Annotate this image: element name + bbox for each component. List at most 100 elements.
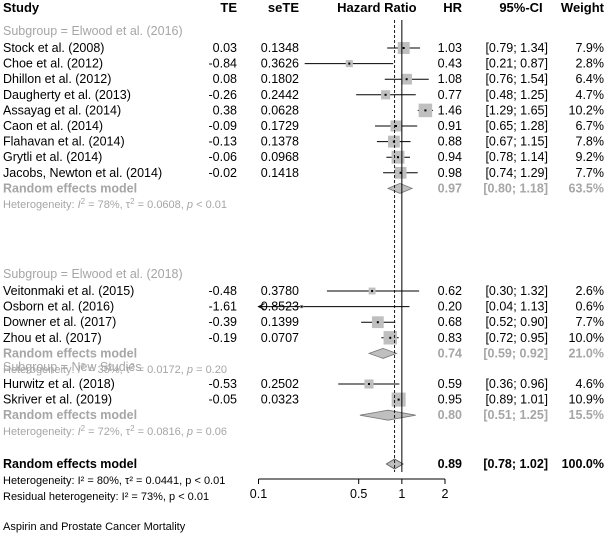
study-weight: 6.4% [576, 72, 605, 86]
study-te: 0.38 [213, 103, 237, 117]
study-hr: 0.83 [438, 331, 462, 345]
study-point [392, 140, 395, 143]
study-te: 0.08 [213, 72, 237, 86]
study-hr: 0.59 [438, 377, 462, 391]
subgroup-re-ci: [0.80; 1.18] [483, 181, 548, 195]
study-sete: 0.1378 [261, 135, 299, 149]
study-weight: 7.8% [576, 135, 605, 149]
subgroup-re-label: Random effects model [3, 346, 137, 360]
study-hr: 0.43 [438, 57, 462, 71]
study-point [384, 93, 387, 96]
study-weight: 7.7% [576, 315, 605, 329]
x-axis-tick-label: 1 [398, 487, 405, 501]
study-name: Zhou et al. (2017) [3, 331, 102, 345]
overall-ci: [0.78; 1.02] [483, 457, 548, 471]
study-sete: 0.0968 [261, 150, 299, 164]
study-ci: [0.76; 1.54] [485, 72, 548, 86]
subgroup-re-hr: 0.97 [438, 181, 462, 195]
overall-re-label: Random effects model [3, 457, 137, 471]
study-ci: [0.67; 1.15] [485, 135, 548, 149]
study-weight: 9.2% [576, 150, 605, 164]
header-hr: HR [443, 0, 462, 15]
study-name: Dhillon et al. (2012) [3, 72, 111, 86]
study-name: Choe et al. (2012) [3, 57, 103, 71]
subgroup-re-label: Random effects model [3, 181, 137, 195]
study-te: -0.02 [209, 166, 238, 180]
study-te: -0.26 [209, 88, 238, 102]
study-name: Hurwitz et al. (2018) [3, 377, 115, 391]
study-hr: 0.77 [438, 88, 462, 102]
study-weight: 10.2% [569, 103, 604, 117]
study-point [405, 78, 408, 81]
study-ci: [1.29; 1.65] [485, 103, 548, 117]
study-point [399, 171, 402, 174]
study-sete: 0.2502 [261, 377, 299, 391]
study-weight: 10.0% [569, 331, 604, 345]
study-te: -0.13 [209, 135, 238, 149]
study-ci: [0.89; 1.01] [485, 393, 548, 407]
study-ci: [0.78; 1.14] [485, 150, 548, 164]
subgroup-diamond [386, 182, 414, 194]
subgroup-heterogeneity: Heterogeneity: I2 = 72%, τ2 = 0.0816, p … [3, 423, 227, 438]
study-hr: 0.20 [438, 300, 462, 314]
study-te: -0.05 [209, 393, 238, 407]
study-name: Flahavan et al. (2014) [3, 135, 125, 149]
study-weight: 0.6% [576, 300, 605, 314]
study-ci: [0.04; 1.13] [485, 300, 548, 314]
figure-caption: Aspirin and Prostate Cancer Mortality [3, 521, 186, 533]
overall-heterogeneity: Heterogeneity: I² = 80%, τ² = 0.0441, p … [3, 475, 225, 487]
study-point [300, 305, 303, 308]
study-point [394, 125, 397, 127]
study-ci: [0.74; 1.29] [485, 166, 548, 180]
x-axis-tick-label: 0.5 [350, 487, 367, 501]
study-te: -0.06 [209, 150, 238, 164]
study-point [371, 290, 374, 292]
study-name: Osborn et al. (2016) [3, 300, 114, 314]
study-sete: 0.0323 [261, 393, 299, 407]
study-sete: 0.1418 [261, 166, 299, 180]
study-weight: 4.7% [576, 88, 605, 102]
study-name: Assayag et al. (2014) [3, 103, 121, 117]
study-name: Skriver et al. (2019) [3, 393, 112, 407]
study-weight: 2.8% [576, 57, 605, 71]
study-ci: [0.36; 0.96] [485, 377, 548, 391]
study-te: -0.48 [209, 284, 238, 298]
study-te: -0.09 [209, 119, 238, 133]
study-name: Veitonmaki et al. (2015) [3, 284, 134, 298]
subgroup-re-weight: 15.5% [569, 408, 604, 422]
study-name: Downer et al. (2017) [3, 315, 116, 329]
study-ci: [0.52; 0.90] [485, 315, 548, 329]
study-hr: 1.46 [438, 103, 462, 117]
study-hr: 1.08 [438, 72, 462, 86]
study-te: -0.53 [209, 377, 238, 391]
study-sete: 0.1729 [261, 119, 299, 133]
study-weight: 6.7% [576, 119, 605, 133]
header-weight: Weight [561, 0, 605, 15]
x-axis-tick-label: 0.1 [250, 487, 267, 501]
study-hr: 0.98 [438, 166, 462, 180]
header-ci: 95%-CI [499, 0, 542, 15]
subgroup-re-hr: 0.80 [438, 408, 462, 422]
study-hr: 0.68 [438, 315, 462, 329]
study-hr: 0.62 [438, 284, 462, 298]
x-axis-tick-label: 2 [442, 487, 449, 501]
study-te: -1.61 [209, 300, 238, 314]
subgroup-heterogeneity: Heterogeneity: I2 = 78%, τ2 = 0.0608, p … [3, 197, 227, 212]
study-weight: 7.7% [576, 166, 605, 180]
study-ci: [0.65; 1.28] [485, 119, 548, 133]
subgroup-heterogeneity: Heterogeneity: I2 = 35%, τ2 = 0.0172, p … [3, 362, 227, 377]
study-sete: 0.1348 [261, 41, 299, 55]
study-point [424, 109, 427, 112]
study-ci: [0.21; 0.87] [485, 57, 548, 71]
study-name: Caon et al. (2014) [3, 119, 103, 133]
study-weight: 4.6% [576, 377, 605, 391]
study-point [389, 336, 392, 339]
overall-hr: 0.89 [438, 457, 462, 471]
ci-arrow [257, 303, 265, 311]
subgroup-re-ci: [0.59; 0.92] [483, 346, 548, 360]
study-te: -0.39 [209, 315, 238, 329]
study-point [402, 47, 405, 49]
subgroup-re-hr: 0.74 [438, 346, 462, 360]
study-sete: 0.0628 [261, 103, 299, 117]
study-ci: [0.72; 0.95] [485, 331, 548, 345]
